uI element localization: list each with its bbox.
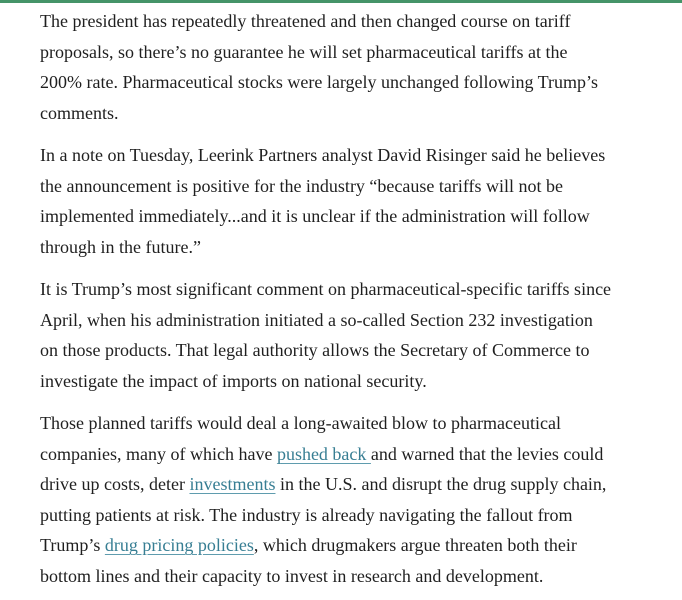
paragraph-3: It is Trump’s most significant comment o… — [40, 274, 682, 396]
paragraph-text: In a note on Tuesday, Leerink Partners a… — [40, 145, 606, 257]
top-accent-bar — [0, 0, 682, 3]
link-pushed-back[interactable]: pushed back — [276, 443, 371, 464]
paragraph-text: and warned that the levies could drive u… — [40, 443, 604, 495]
paragraph-text: , which drugmakers argue threaten both t… — [40, 535, 577, 586]
link-investments[interactable]: investments — [189, 474, 276, 494]
paragraph-text: It is Trump’s most significant comment o… — [40, 279, 612, 391]
article-body: The president has repeatedly threatened … — [0, 3, 682, 591]
paragraph-4: Those planned tariffs would deal a long-… — [40, 408, 682, 591]
paragraph-text: Those planned tariffs would deal a long-… — [40, 413, 561, 464]
paragraph-2: In a note on Tuesday, Leerink Partners a… — [40, 140, 682, 262]
link-drug-pricing-policies[interactable]: drug pricing policies — [104, 535, 254, 555]
paragraph-1: The president has repeatedly threatened … — [40, 6, 682, 128]
paragraph-text: in the U.S. and disrupt the drug supply … — [40, 474, 607, 555]
paragraph-text: The president has repeatedly threatened … — [40, 11, 599, 123]
